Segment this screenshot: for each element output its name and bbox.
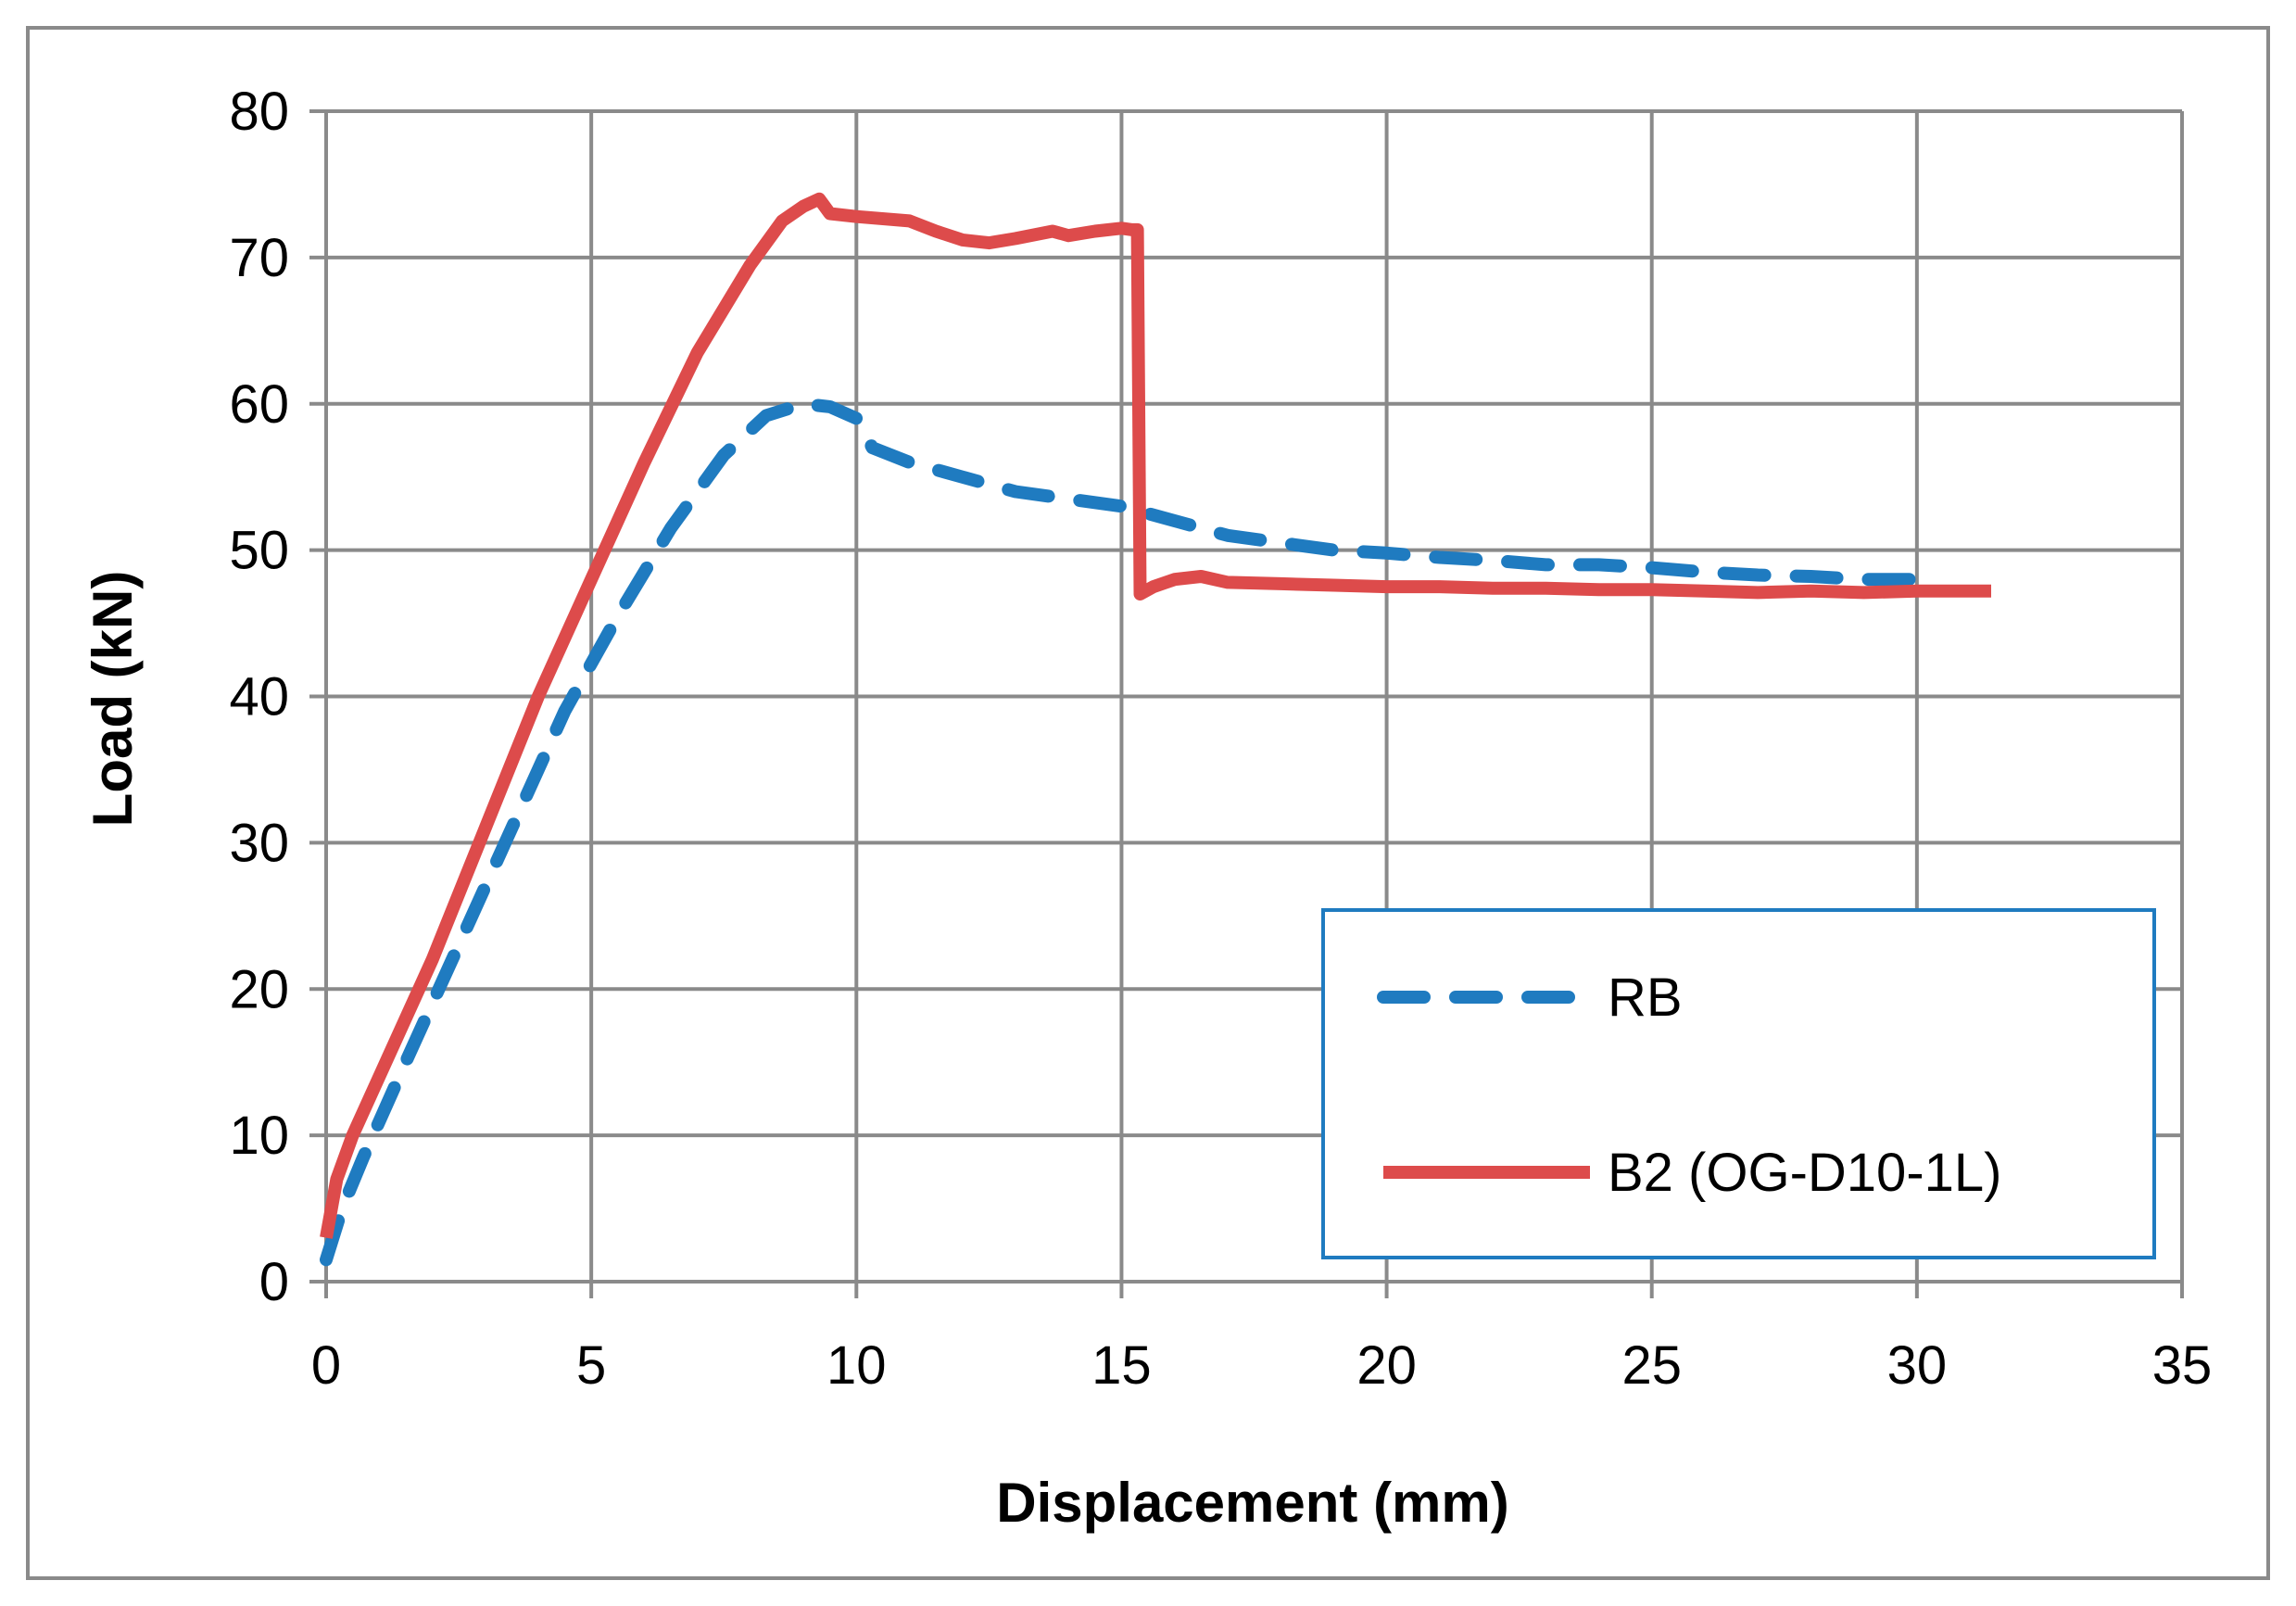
- y-tick-label: 50: [229, 521, 289, 581]
- y-tick-label: 80: [229, 82, 289, 142]
- y-tick-label: 40: [229, 667, 289, 727]
- chart-border: [26, 26, 2270, 1580]
- legend-box: [1321, 908, 2156, 1259]
- series-line-rb: [320, 397, 1935, 1267]
- legend-label-rb: RB: [1608, 967, 1683, 1028]
- x-tick-label: 30: [1887, 1335, 1948, 1396]
- y-tick-label: 0: [259, 1252, 289, 1312]
- y-tick-label: 70: [229, 228, 289, 288]
- y-tick-labels: 0 10 20 30 40 50 60 70 80: [229, 82, 289, 1312]
- legend: RB B2 (OG-D10-1L): [1321, 908, 2156, 1259]
- y-axis-title: Load (kN): [82, 571, 144, 828]
- grid: [309, 109, 2184, 1298]
- series-lines: [320, 192, 1991, 1267]
- x-tick-label: 5: [576, 1335, 606, 1396]
- y-tick-label: 10: [229, 1106, 289, 1166]
- x-tick-label: 15: [1091, 1335, 1152, 1396]
- x-tick-labels: 0 5 10 15 20 25 30 35: [311, 1335, 2212, 1396]
- x-tick-label: 10: [826, 1335, 887, 1396]
- series-line-b2: [320, 192, 1991, 1239]
- x-tick-label: 25: [1621, 1335, 1682, 1396]
- x-tick-label: 35: [2152, 1335, 2213, 1396]
- x-tick-label: 20: [1356, 1335, 1417, 1396]
- legend-label-b2: B2 (OG-D10-1L): [1608, 1143, 2001, 1203]
- x-tick-label: 0: [311, 1335, 341, 1396]
- y-tick-label: 30: [229, 813, 289, 873]
- x-axis-title: Displacement (mm): [996, 1472, 1508, 1534]
- y-tick-label: 20: [229, 959, 289, 1019]
- y-tick-label: 60: [229, 374, 289, 435]
